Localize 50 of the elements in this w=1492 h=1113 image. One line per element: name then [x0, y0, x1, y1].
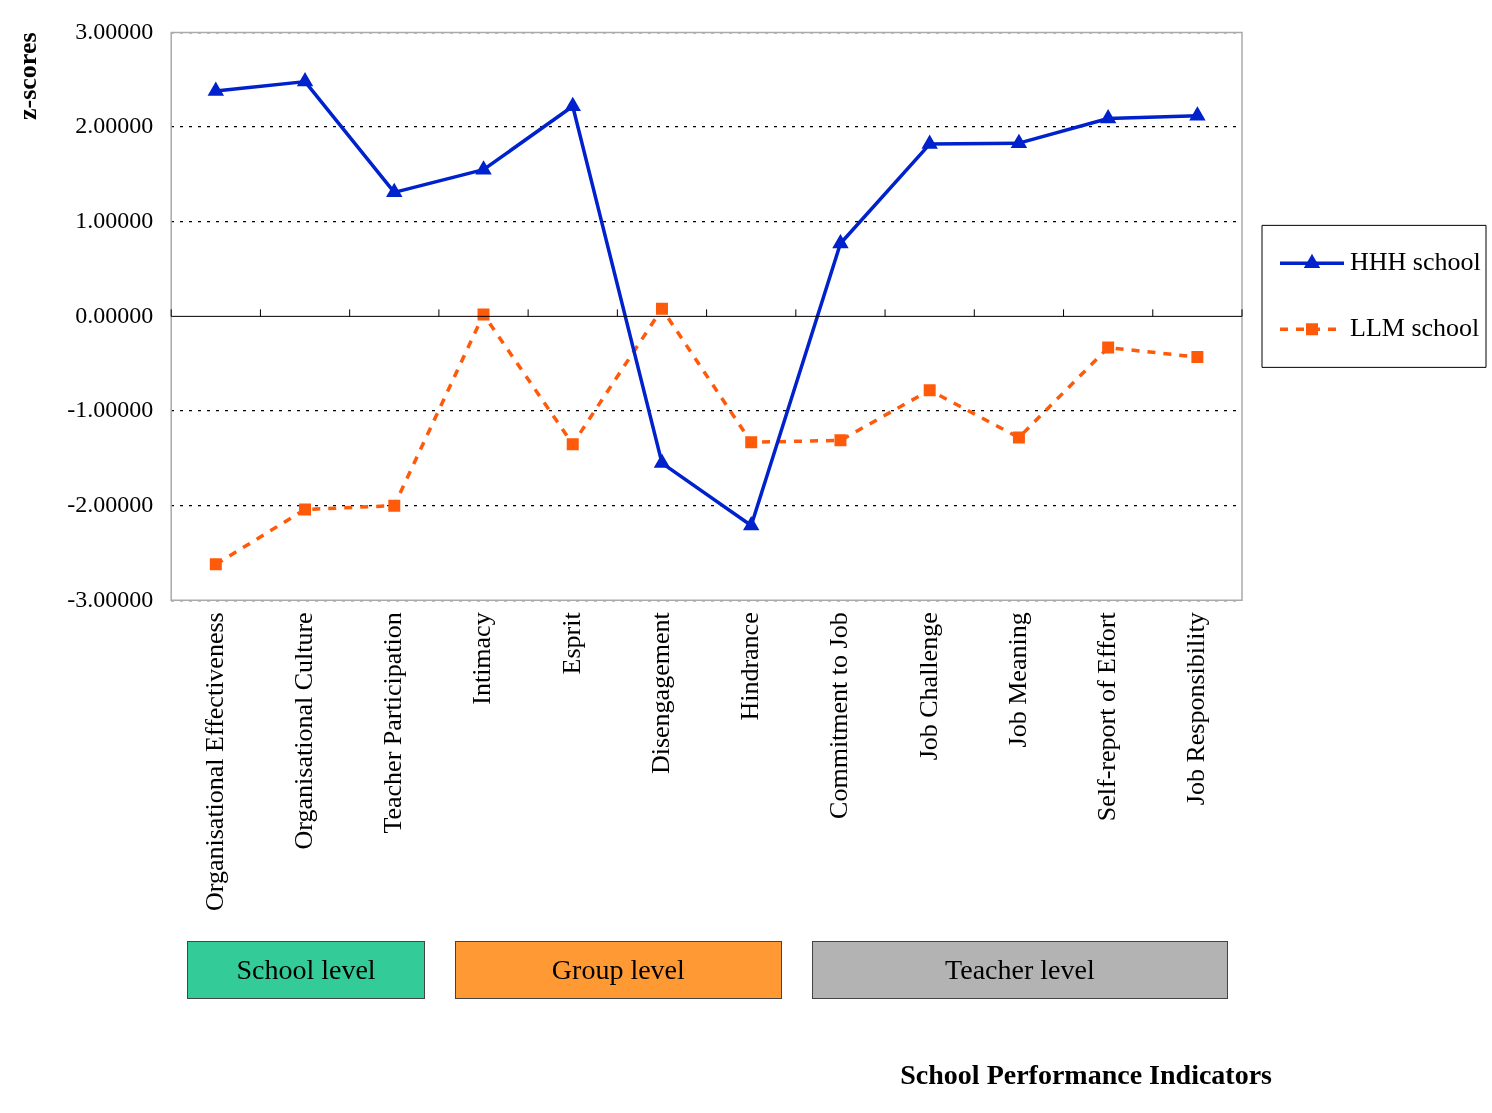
legend-label: HHH school	[1350, 247, 1481, 277]
y-tick-label: 2.00000	[75, 112, 154, 139]
y-axis-title: z-scores	[13, 32, 43, 120]
x-tick-label: Organisational Effectiveness	[199, 612, 229, 911]
x-tick-label: Job Meaning	[1002, 612, 1032, 748]
point	[1011, 135, 1026, 148]
point	[299, 503, 312, 516]
point	[477, 308, 490, 321]
x-tick-label: Hindrance	[735, 612, 765, 721]
group-label-box: School level	[187, 941, 425, 999]
point	[655, 302, 668, 315]
group-label-box: Group level	[454, 941, 782, 999]
point	[922, 136, 937, 149]
x-tick-label: Teacher Participation	[378, 612, 408, 834]
y-tick-label: -3.00000	[67, 585, 154, 612]
x-tick-label: Self-report of Effort	[1091, 611, 1121, 822]
x-tick-label: Organisational Culture	[288, 612, 318, 850]
point	[923, 384, 936, 397]
legend-label: LLM school	[1350, 313, 1480, 343]
point	[298, 73, 312, 87]
point	[834, 434, 847, 447]
x-tick-label: Job Responsibility	[1181, 612, 1211, 806]
point	[745, 436, 758, 449]
point	[566, 438, 579, 451]
point	[833, 235, 848, 249]
x-tick-label: Esprit	[556, 611, 586, 675]
point	[208, 83, 223, 96]
point	[1012, 431, 1025, 444]
point	[1102, 341, 1115, 354]
y-tick-label: -2.00000	[67, 490, 154, 517]
y-tick-label: 0.00000	[75, 301, 154, 328]
text: School Performance Indicators	[900, 1059, 1272, 1091]
point	[1191, 351, 1204, 364]
y-tick-label: 1.00000	[75, 207, 154, 234]
point	[476, 161, 491, 175]
group-label-box: Teacher level	[811, 941, 1228, 999]
x-tick-label: Commitment to Job	[824, 612, 854, 819]
x-tick-label: Disengagement	[645, 611, 675, 775]
point	[388, 499, 401, 512]
x-tick-label: Job Challenge	[913, 612, 943, 761]
point	[565, 98, 580, 111]
point	[386, 182, 403, 198]
x-tick-label: Intimacy	[467, 612, 497, 705]
y-tick-label: -1.00000	[67, 396, 154, 423]
point	[209, 558, 222, 571]
point	[1190, 107, 1205, 121]
point	[655, 455, 669, 468]
y-tick-label: 3.00000	[75, 17, 154, 44]
point	[744, 517, 759, 531]
point	[1101, 110, 1116, 124]
